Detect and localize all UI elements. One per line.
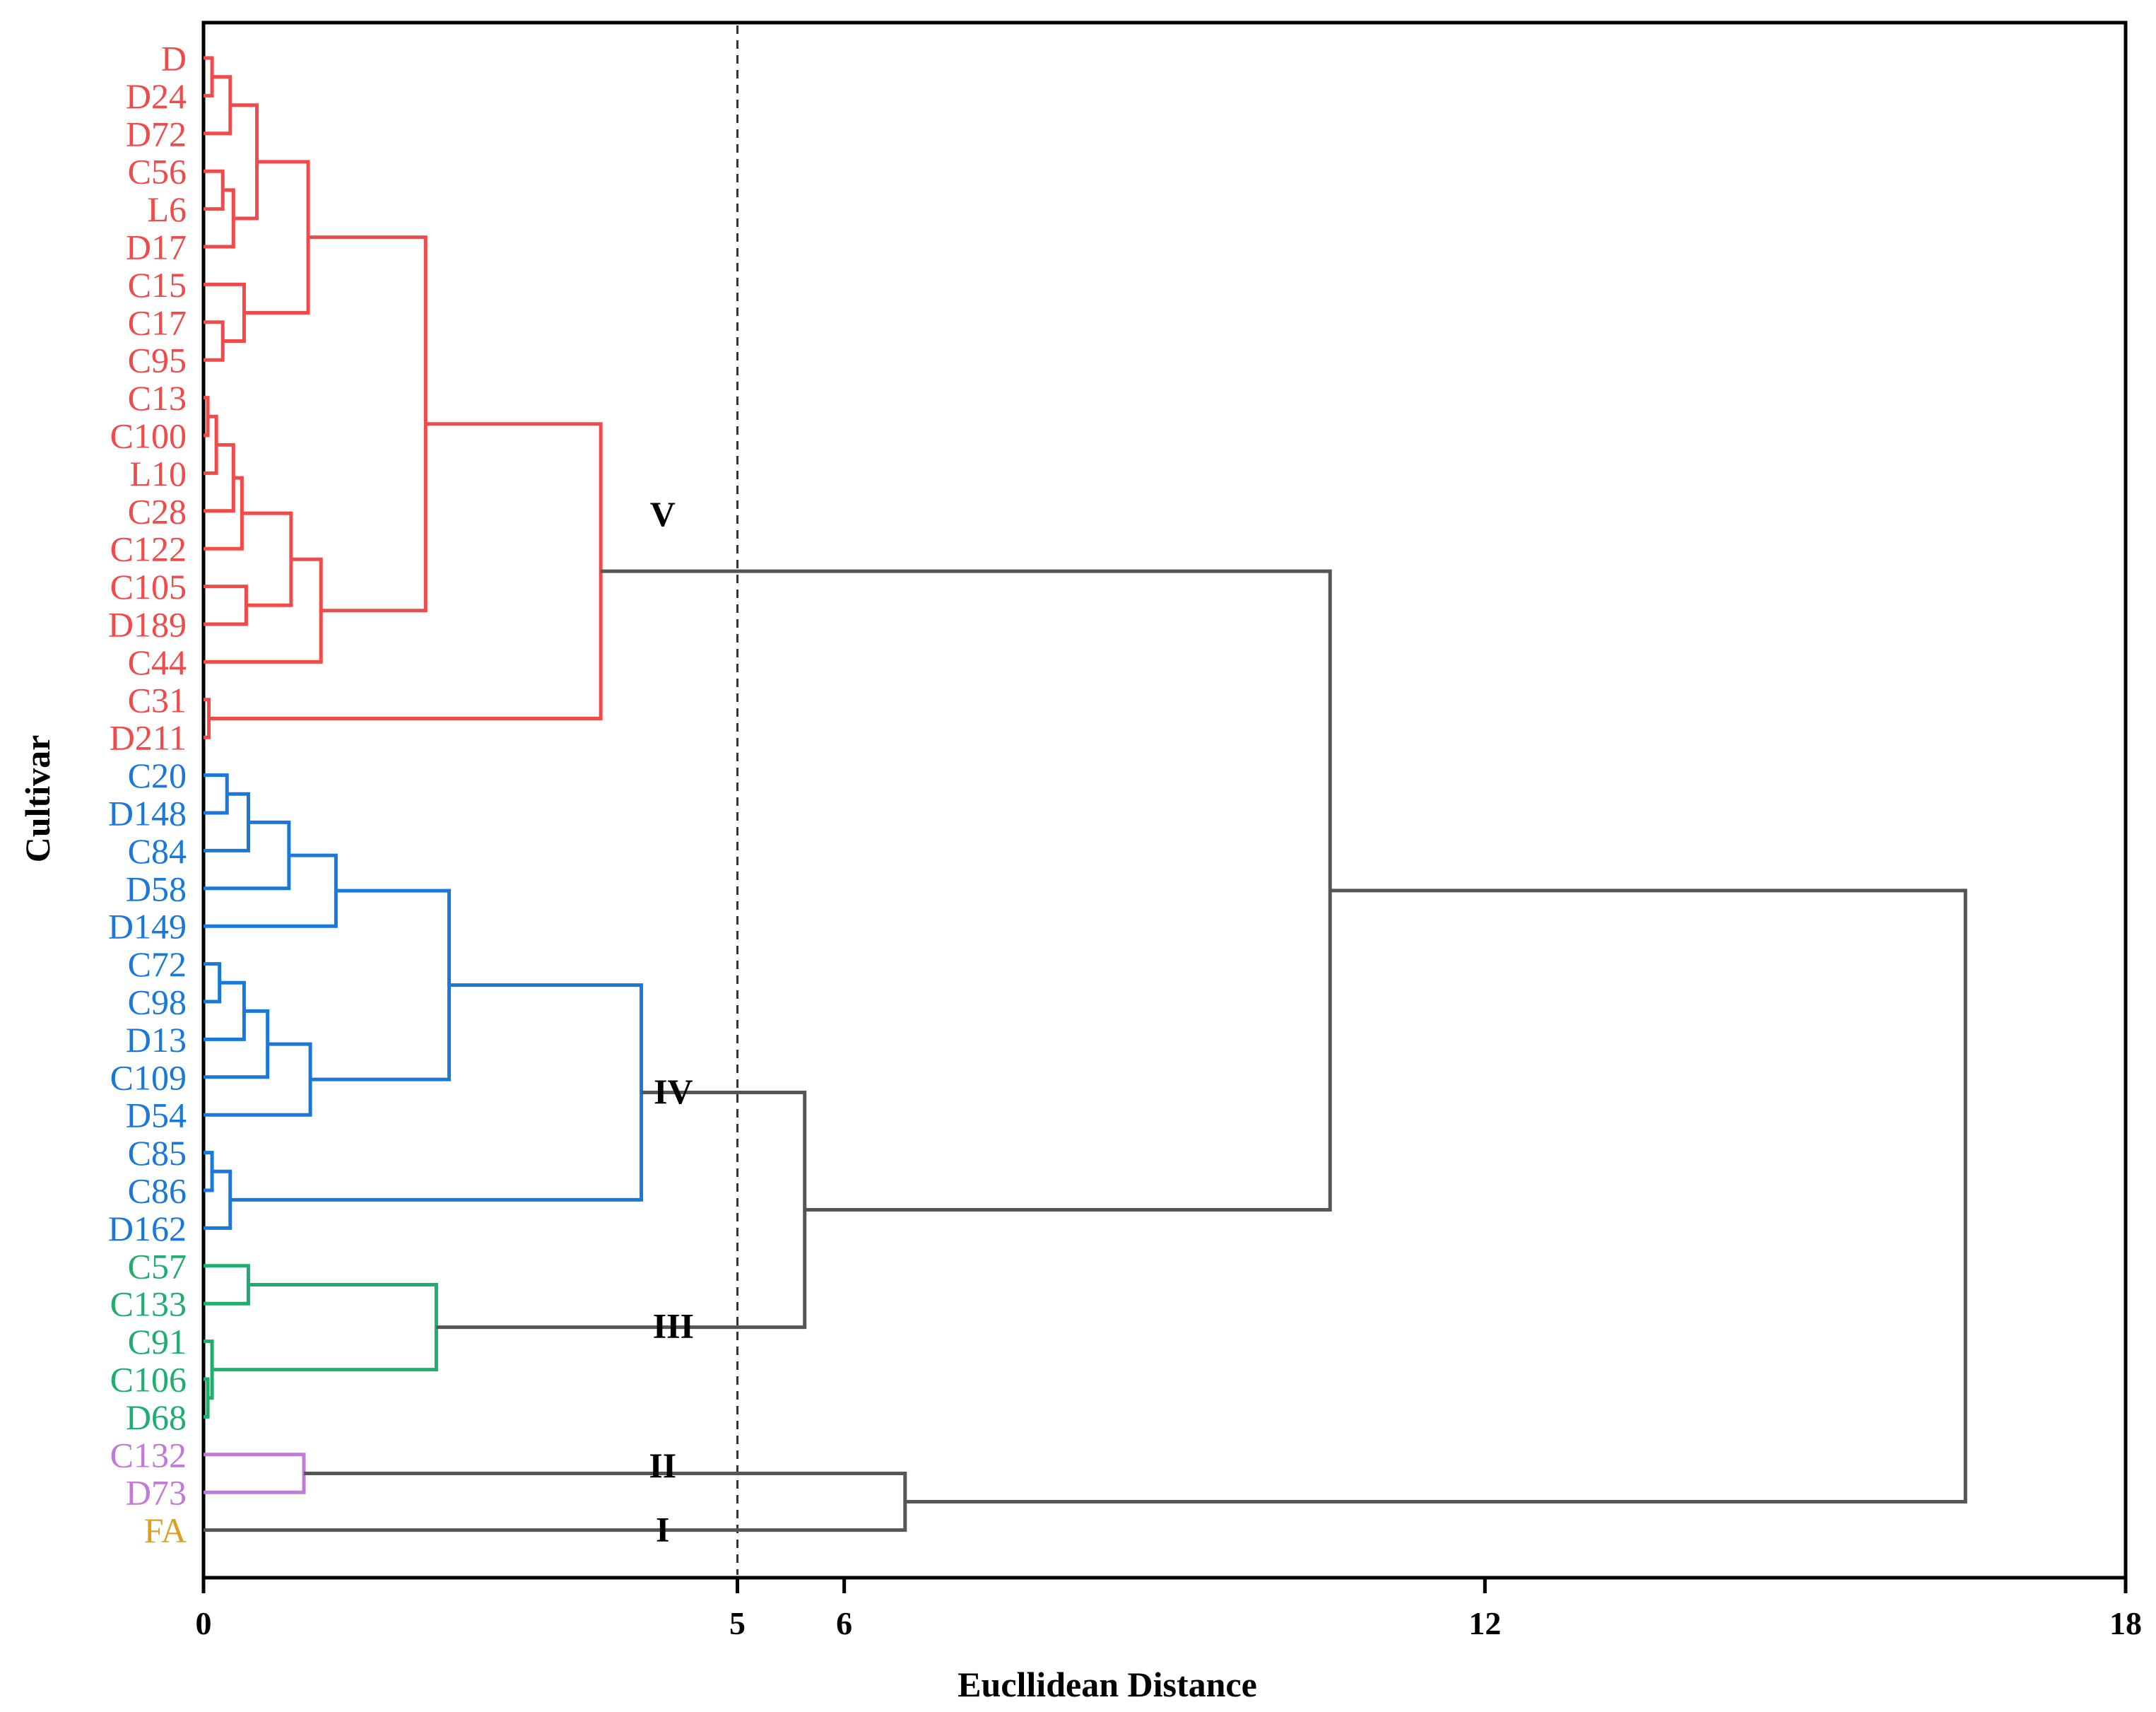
leaf-label-fa: FA: [144, 1511, 187, 1550]
y-axis-title: Cultivar: [18, 735, 57, 863]
merge-b8: [204, 1042, 312, 1117]
merge-b11: [204, 1169, 232, 1230]
merge-v8: [244, 160, 310, 315]
leaf-label-c98: C98: [128, 983, 187, 1022]
cluster-label-i: I: [656, 1510, 669, 1549]
leaf-label-c133: C133: [110, 1284, 187, 1324]
x-tick-label-12: 12: [1468, 1605, 1501, 1641]
leaf-label-d54: D54: [126, 1096, 187, 1135]
merge-v11: [204, 442, 235, 513]
leaf-label-d162: D162: [108, 1209, 187, 1248]
leaf-label-c56: C56: [128, 152, 187, 192]
leaf-label-c15: C15: [128, 265, 187, 305]
leaf-labels: DD24D72C56L6D17C15C17C95C13C100L10C28C12…: [108, 39, 187, 1551]
leaf-label-l10: L10: [129, 454, 187, 493]
merge-v13: [204, 585, 248, 626]
x-tick-label-0: 0: [196, 1605, 212, 1641]
leaf-label-c95: C95: [128, 341, 187, 380]
leaf-label-l6: L6: [147, 189, 187, 229]
x-tick-label-5: 5: [729, 1605, 746, 1641]
leaf-label-d73: D73: [126, 1473, 187, 1513]
merge-v12: [204, 476, 244, 551]
leaf-label-d24: D24: [126, 76, 187, 116]
merge-b4: [204, 853, 338, 928]
merge-g2: [204, 1377, 210, 1419]
leaf-label-d58: D58: [126, 869, 187, 908]
x-tick-label-6: 6: [836, 1605, 852, 1641]
leaf-label-c86: C86: [128, 1171, 187, 1211]
leaf-label-c122: C122: [110, 529, 187, 569]
leaf-label-c28: C28: [128, 491, 187, 531]
cluster-label-iii: III: [653, 1306, 694, 1345]
merge-v2: [204, 75, 232, 136]
leaf-label-c106: C106: [110, 1360, 187, 1400]
merge-b9: [310, 889, 452, 1081]
leaf-label-d: D: [161, 39, 187, 78]
merge-v10: [204, 414, 218, 475]
leaf-label-c105: C105: [110, 567, 187, 606]
leaf-label-c72: C72: [128, 944, 187, 984]
merge-v3: [204, 169, 225, 211]
merge-v15: [204, 557, 323, 664]
dendrogram-links: [204, 56, 1967, 1532]
cluster-label-iv: IV: [654, 1072, 693, 1111]
merge-b7: [204, 1009, 270, 1079]
leaf-label-d17: D17: [126, 228, 187, 267]
x-axis-title: Eucllidean Distance: [958, 1665, 1257, 1704]
leaf-label-c44: C44: [128, 643, 187, 682]
leaf-label-c20: C20: [128, 756, 187, 795]
merge-v_iv_iii: [601, 569, 1332, 1212]
merge-iii: [212, 1283, 438, 1372]
merge-v4: [204, 188, 235, 249]
merge-v9: [204, 396, 210, 438]
merge-v: [208, 422, 603, 720]
leaf-label-c100: C100: [110, 416, 187, 456]
merge-b5: [204, 962, 222, 1004]
cluster-label-ii: II: [649, 1446, 676, 1485]
leaf-label-c85: C85: [128, 1133, 187, 1173]
merge-b1: [204, 773, 229, 815]
leaf-label-c84: C84: [128, 831, 187, 871]
cluster-label-v: V: [650, 494, 676, 534]
merge-ii_i: [204, 1472, 907, 1532]
merge-iv_iii: [436, 1090, 807, 1330]
merge-v14: [242, 511, 293, 607]
leaf-label-c13: C13: [128, 378, 187, 418]
leaf-label-d68: D68: [126, 1397, 187, 1437]
leaf-label-c57: C57: [128, 1246, 187, 1286]
x-axis-ticks: 0 5 6 12 18: [196, 1578, 2142, 1641]
merge-b3: [204, 820, 291, 891]
leaf-label-c31: C31: [128, 680, 187, 720]
merge-ii: [204, 1453, 306, 1494]
merge-root: [905, 889, 1967, 1504]
leaf-label-d13: D13: [126, 1020, 187, 1060]
merge-b6: [204, 980, 246, 1041]
leaf-label-d189: D189: [108, 605, 187, 645]
merge-v6: [204, 320, 225, 362]
plot-frame: [201, 20, 2128, 1580]
leaf-label-d211: D211: [110, 718, 187, 758]
leaf-label-c91: C91: [128, 1322, 187, 1361]
leaf-label-c109: C109: [110, 1057, 187, 1097]
merge-g1: [204, 1264, 250, 1306]
merge-iv: [230, 983, 644, 1202]
leaf-label-c132: C132: [110, 1435, 187, 1474]
x-tick-label-18: 18: [2109, 1605, 2142, 1641]
leaf-label-d148: D148: [108, 794, 187, 833]
merge-v16: [308, 235, 428, 613]
leaf-label-c17: C17: [128, 303, 187, 342]
leaf-label-d149: D149: [108, 907, 187, 946]
merge-v7: [204, 282, 246, 343]
leaf-label-d72: D72: [126, 114, 187, 153]
